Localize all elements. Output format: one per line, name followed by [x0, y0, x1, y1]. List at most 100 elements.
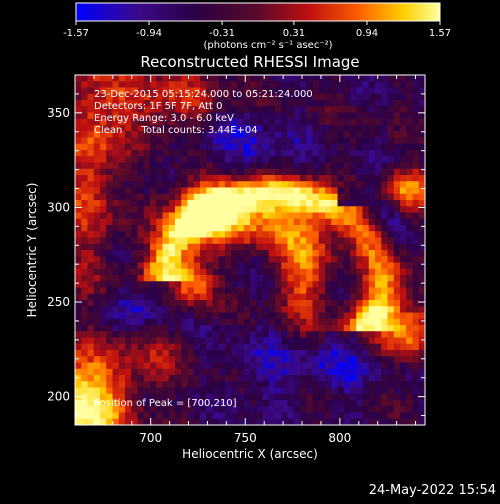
heatmap-cell	[156, 387, 163, 395]
heatmap-cell	[156, 393, 163, 401]
heatmap-cell	[218, 231, 226, 238]
heatmap-cell	[231, 412, 238, 420]
heatmap-cell	[268, 275, 276, 282]
heatmap-cell	[200, 400, 207, 407]
heatmap-cell	[356, 350, 363, 357]
heatmap-cell	[231, 181, 238, 188]
heatmap-cell	[125, 218, 132, 226]
heatmap-cell	[243, 100, 251, 107]
heatmap-cell	[412, 381, 420, 388]
heatmap-cell	[406, 231, 413, 238]
heatmap-cell	[243, 181, 251, 188]
heatmap-cell	[393, 181, 401, 188]
heatmap-cell	[93, 168, 101, 176]
heatmap-cell	[281, 75, 288, 82]
heatmap-cell	[175, 100, 182, 107]
heatmap-cell	[200, 387, 207, 395]
heatmap-cell	[218, 325, 226, 332]
heatmap-cell	[300, 325, 307, 332]
heatmap-cell	[400, 181, 407, 188]
heatmap-cell	[125, 243, 132, 251]
heatmap-cell	[143, 218, 151, 226]
heatmap-cell	[306, 318, 313, 326]
heatmap-cell	[75, 100, 82, 107]
heatmap-cell	[400, 281, 407, 288]
heatmap-cell	[106, 243, 113, 251]
heatmap-cell	[412, 168, 420, 176]
heatmap-cell	[312, 343, 320, 351]
heatmap-cell	[137, 181, 145, 188]
heatmap-cell	[206, 200, 213, 207]
heatmap-cell	[343, 112, 351, 120]
heatmap-cell	[225, 256, 232, 263]
heatmap-cell	[156, 150, 163, 157]
heatmap-cell	[81, 368, 88, 376]
heatmap-cell	[375, 81, 382, 88]
heatmap-cell	[237, 143, 245, 151]
heatmap-cell	[356, 412, 363, 420]
heatmap-cell	[162, 93, 170, 101]
heatmap-cell	[137, 381, 145, 388]
heatmap-cell	[81, 393, 88, 401]
heatmap-cell	[400, 268, 407, 276]
heatmap-cell	[306, 387, 313, 395]
heatmap-cell	[400, 362, 407, 370]
heatmap-cell	[368, 118, 376, 126]
heatmap-cell	[218, 262, 226, 270]
heatmap-cell	[268, 293, 276, 301]
heatmap-cell	[150, 231, 157, 238]
heatmap-cell	[193, 175, 201, 182]
heatmap-cell	[181, 412, 188, 420]
heatmap-cell	[81, 312, 88, 320]
heatmap-cell	[162, 137, 170, 145]
heatmap-cell	[262, 250, 270, 257]
heatmap-cell	[318, 137, 326, 145]
heatmap-cell	[400, 175, 407, 182]
heatmap-cell	[112, 381, 120, 388]
heatmap-cell	[337, 212, 345, 220]
heatmap-cell	[368, 193, 376, 201]
heatmap-cell	[237, 275, 245, 282]
heatmap-cell	[262, 100, 270, 107]
heatmap-cell	[412, 287, 420, 295]
heatmap-cell	[312, 206, 320, 213]
heatmap-cell	[350, 87, 357, 95]
heatmap-cell	[350, 318, 357, 326]
heatmap-cell	[337, 281, 345, 288]
heatmap-cell	[156, 93, 163, 101]
heatmap-cell	[181, 231, 188, 238]
heatmap-cell	[350, 393, 357, 401]
heatmap-cell	[225, 281, 232, 288]
heatmap-cell	[225, 393, 232, 401]
heatmap-cell	[193, 368, 201, 376]
heatmap-cell	[87, 150, 95, 157]
heatmap-cell	[281, 193, 288, 201]
heatmap-cell	[150, 112, 157, 120]
heatmap-cell	[131, 262, 138, 270]
heatmap-cell	[237, 381, 245, 388]
heatmap-cell	[131, 275, 138, 282]
heatmap-cell	[318, 368, 326, 376]
heatmap-cell	[93, 393, 101, 401]
heatmap-cell	[343, 206, 351, 213]
heatmap-cell	[400, 162, 407, 170]
heatmap-cell	[300, 275, 307, 282]
heatmap-cell	[281, 243, 288, 251]
heatmap-cell	[87, 156, 95, 163]
heatmap-cell	[75, 287, 82, 295]
heatmap-cell	[343, 93, 351, 101]
heatmap-cell	[137, 362, 145, 370]
heatmap-cell	[287, 400, 295, 407]
heatmap-cell	[237, 193, 245, 201]
heatmap-cell	[362, 168, 370, 176]
heatmap-cell	[93, 100, 101, 107]
heatmap-cell	[187, 312, 195, 320]
heatmap-cell	[256, 275, 263, 282]
heatmap-cell	[100, 218, 107, 226]
heatmap-cell	[75, 106, 82, 113]
heatmap-cell	[225, 243, 232, 251]
heatmap-cell	[131, 118, 138, 126]
heatmap-cell	[93, 181, 101, 188]
heatmap-cell	[325, 237, 332, 245]
heatmap-cell	[287, 106, 295, 113]
